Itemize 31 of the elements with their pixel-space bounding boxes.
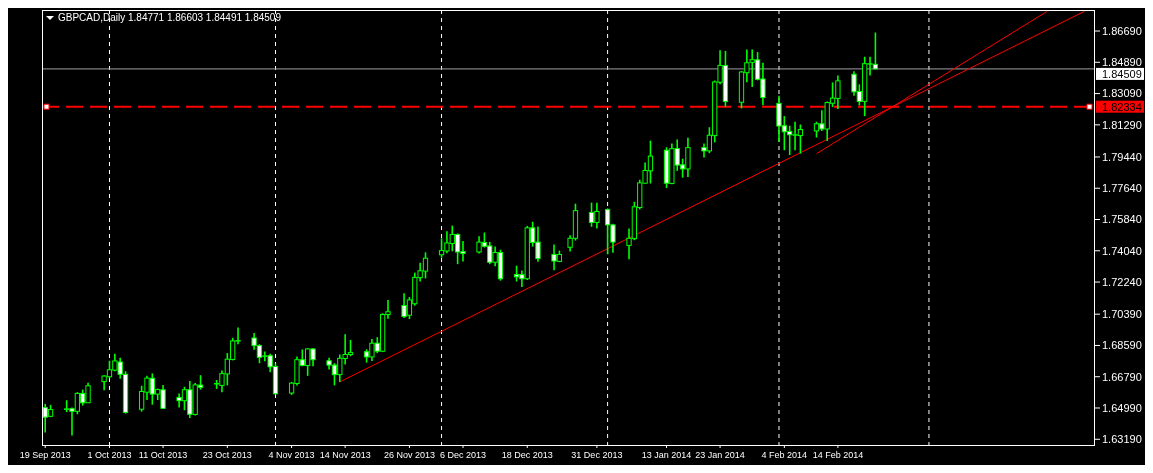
y-tick-label: 1.81290 bbox=[1102, 118, 1142, 131]
x-tick-label: 14 Feb 2014 bbox=[812, 450, 864, 460]
x-tick-label: 6 Dec 2013 bbox=[439, 450, 487, 460]
x-tick-label: 14 Nov 2013 bbox=[319, 450, 371, 460]
x-tick-label: 19 Sep 2013 bbox=[19, 450, 71, 460]
y-tick-label: 1.66790 bbox=[1102, 370, 1142, 383]
x-tick-label: 31 Dec 2013 bbox=[571, 450, 623, 460]
ref-line-label: 1.84509 bbox=[1102, 67, 1142, 80]
y-tick-label: 1.75840 bbox=[1102, 213, 1142, 226]
x-tick-label: 13 Jan 2014 bbox=[641, 450, 692, 460]
y-tick-label: 1.70390 bbox=[1102, 308, 1142, 321]
y-tick-label: 1.68590 bbox=[1102, 339, 1142, 352]
x-tick-label: 1 Oct 2013 bbox=[87, 450, 132, 460]
x-tick-label: 11 Oct 2013 bbox=[138, 450, 188, 460]
x-tick-label: 4 Feb 2014 bbox=[761, 450, 808, 460]
x-tick-label: 23 Oct 2013 bbox=[202, 450, 252, 460]
y-tick-label: 1.79440 bbox=[1102, 150, 1142, 163]
y-tick-label: 1.72240 bbox=[1102, 275, 1142, 288]
ref-line-label: 1.82334 bbox=[1102, 100, 1142, 113]
chart-title: GBPCAD,Daily 1.84771 1.86603 1.84491 1.84509 bbox=[58, 12, 282, 23]
y-tick-label: 1.74040 bbox=[1102, 244, 1142, 257]
x-tick-label: 18 Dec 2013 bbox=[501, 450, 553, 460]
y-tick-label: 1.86690 bbox=[1102, 24, 1142, 37]
y-tick-label: 1.83090 bbox=[1102, 87, 1142, 100]
y-tick-label: 1.77640 bbox=[1102, 182, 1142, 195]
y-tick-label: 1.84890 bbox=[1102, 56, 1142, 69]
x-tick-label: 4 Nov 2013 bbox=[268, 450, 315, 460]
y-tick-label: 1.63190 bbox=[1102, 433, 1142, 446]
x-tick-label: 23 Jan 2014 bbox=[695, 450, 745, 460]
y-tick-label: 1.64990 bbox=[1102, 401, 1142, 414]
x-tick-label: 26 Nov 2013 bbox=[383, 450, 435, 460]
